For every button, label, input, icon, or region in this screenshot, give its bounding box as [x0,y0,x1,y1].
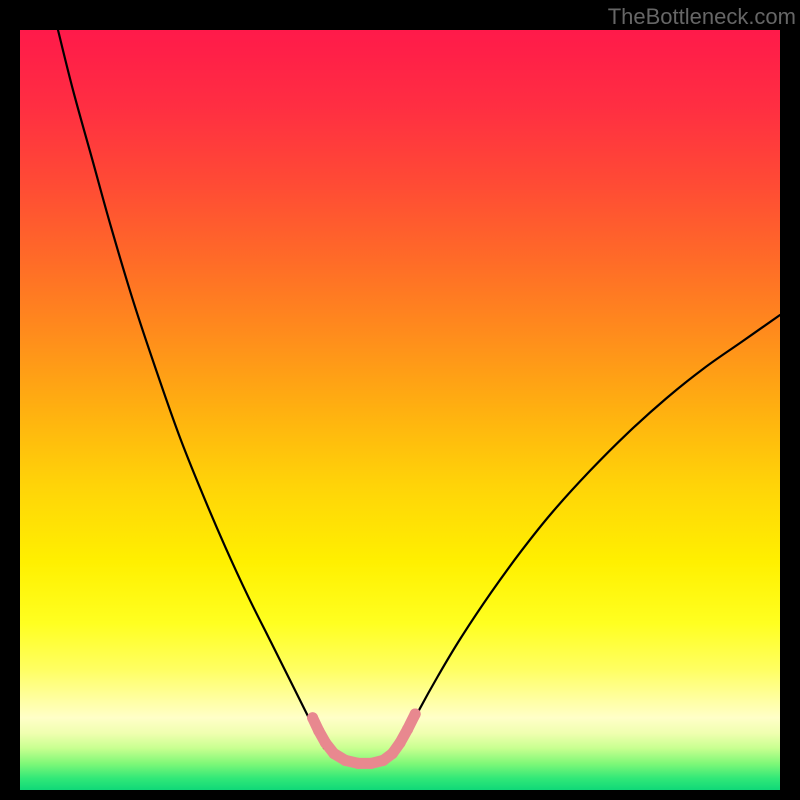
plot-background [20,30,780,790]
chart-container: TheBottleneck.com [0,0,800,800]
bottom-pink-segment-dot-0 [307,712,318,723]
bottom-pink-segment-dot-11 [410,709,421,720]
bottom-pink-segment-dot-10 [402,724,413,735]
bottom-pink-segment-dot-8 [387,748,398,759]
bottom-pink-segment-dot-7 [378,755,389,766]
bottom-pink-segment-dot-2 [320,737,331,748]
bottom-pink-segment-dot-4 [340,755,351,766]
bottom-pink-segment-dot-1 [313,725,324,736]
bottom-pink-segment-dot-3 [328,748,339,759]
chart-svg [0,0,800,800]
bottom-pink-segment-dot-6 [366,758,377,769]
bottom-pink-segment-dot-5 [353,758,364,769]
bottom-pink-segment-dot-9 [395,737,406,748]
